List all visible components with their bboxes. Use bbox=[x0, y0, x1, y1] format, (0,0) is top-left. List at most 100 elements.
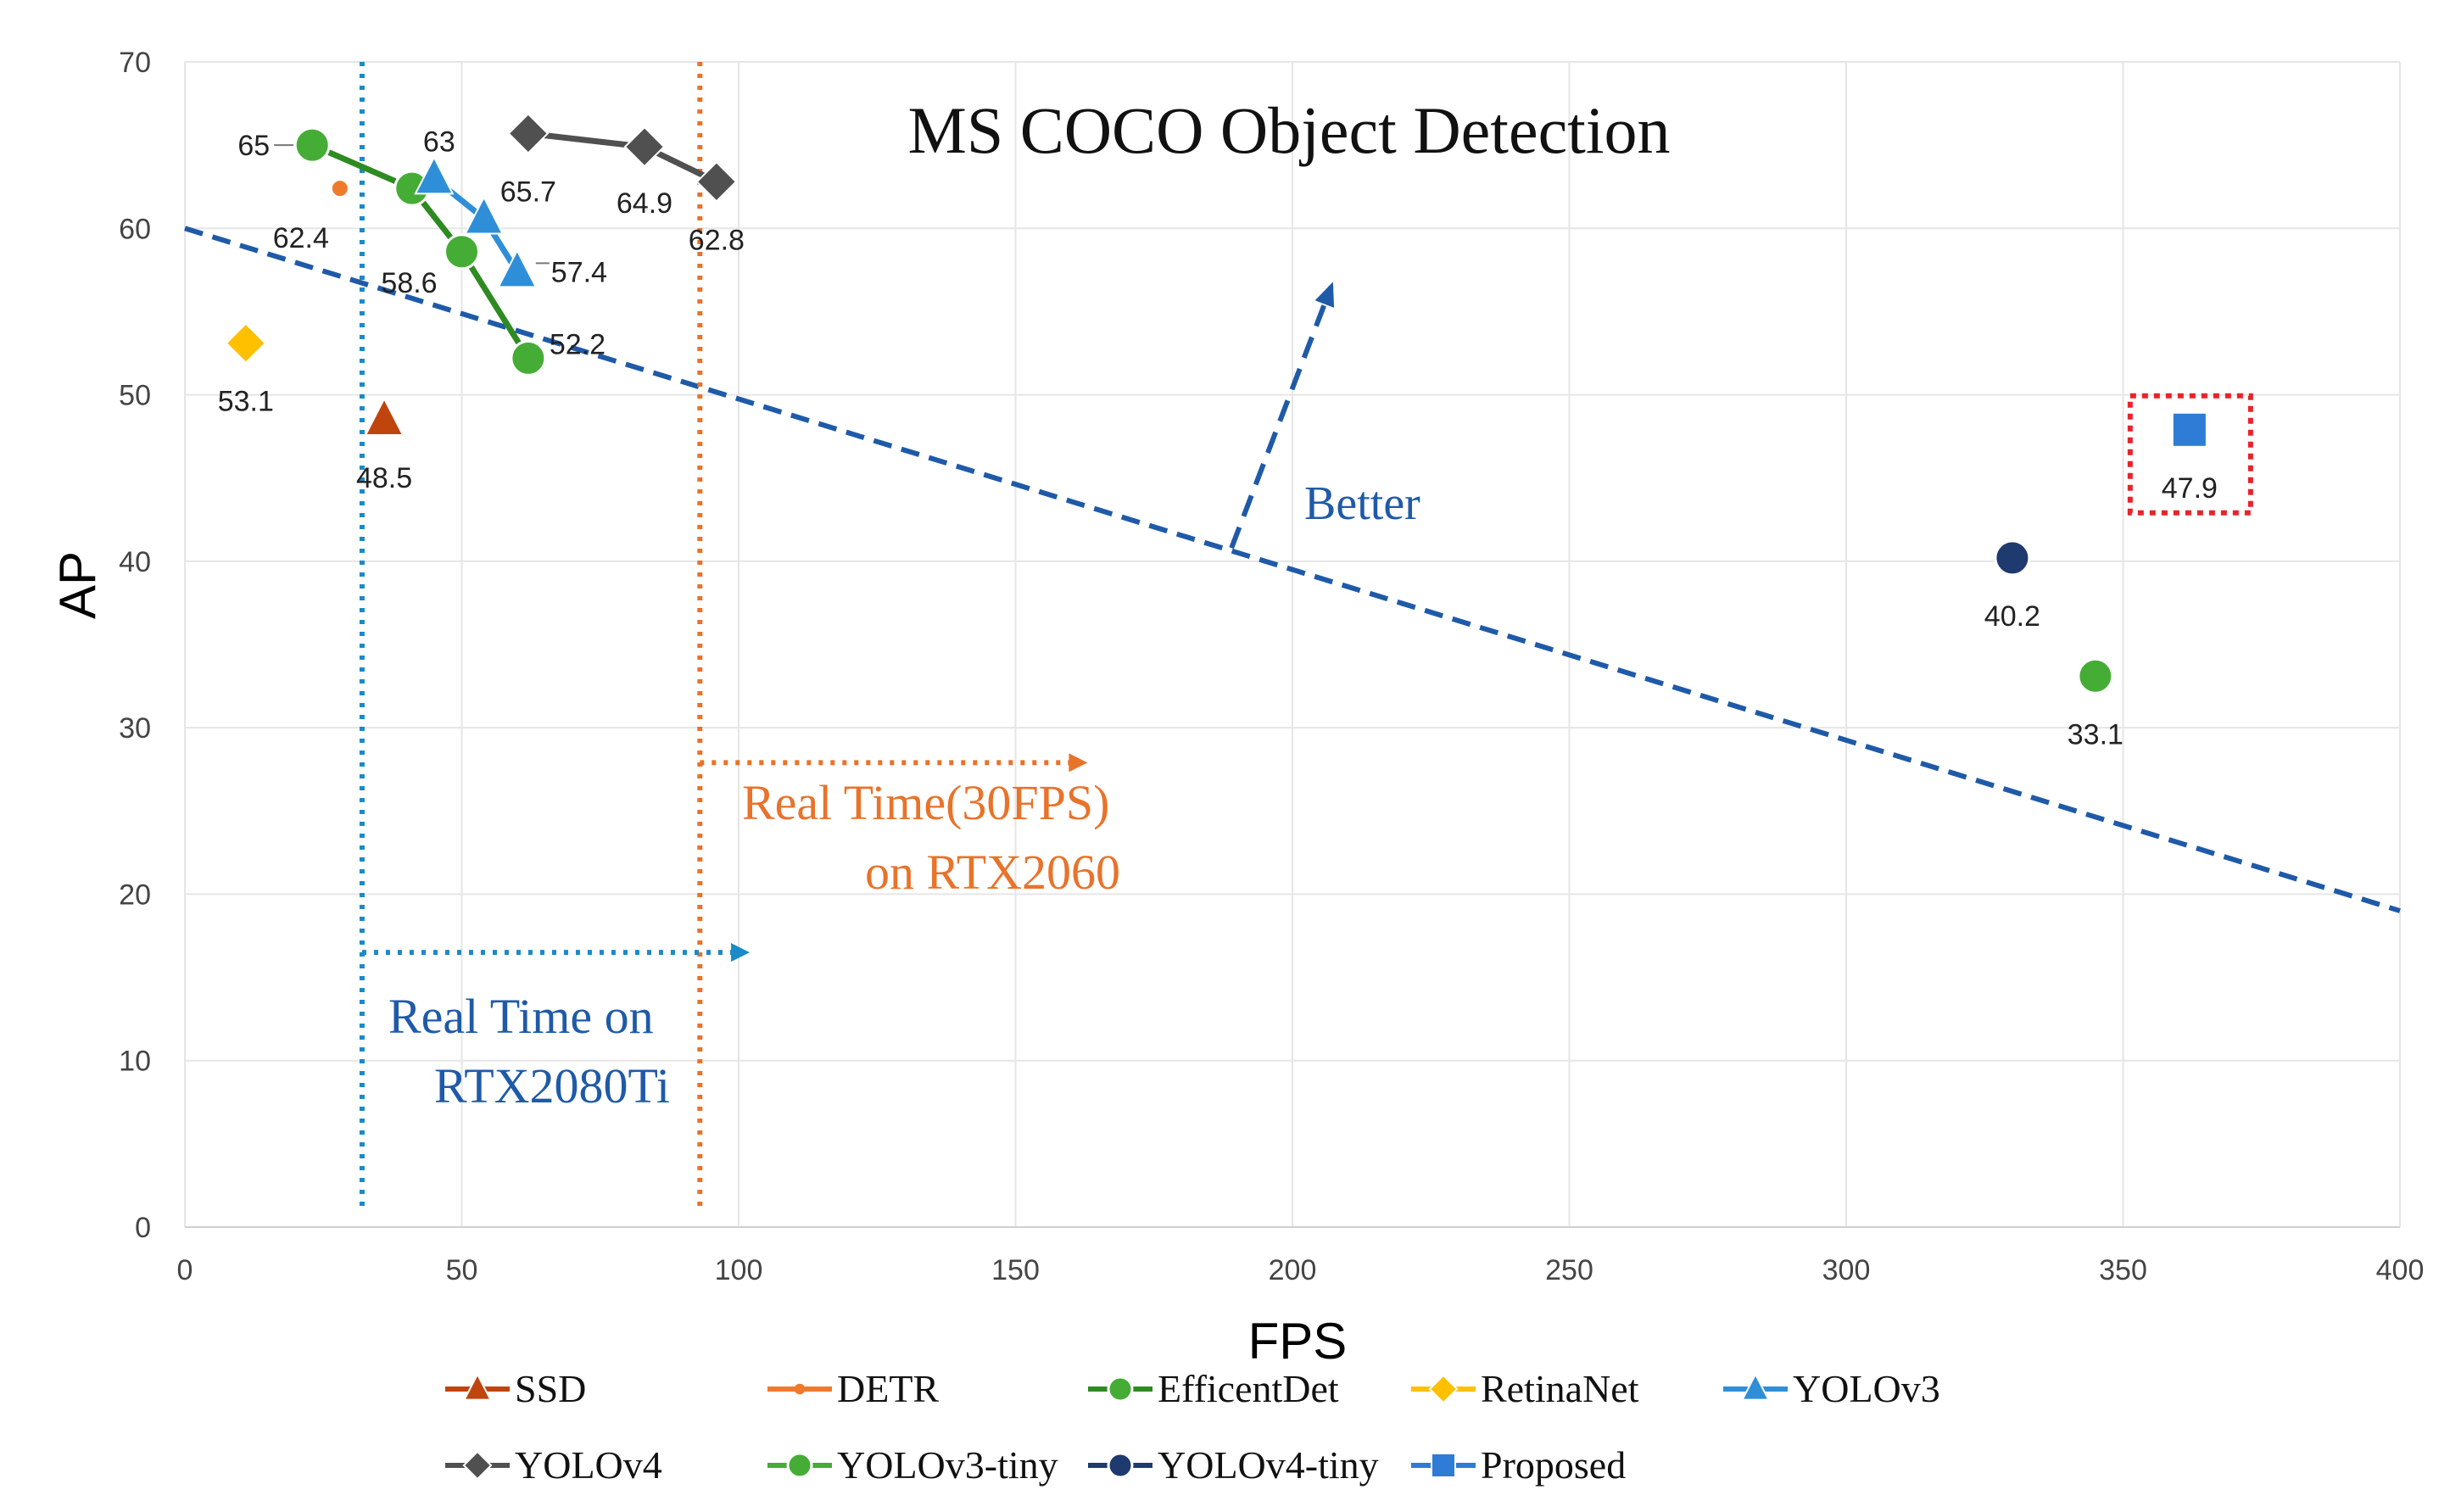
data-label: 57.4 bbox=[551, 256, 607, 288]
data-label: 47.9 bbox=[2162, 472, 2218, 505]
proposed-highlight-box bbox=[2127, 393, 2253, 516]
legend-marker bbox=[462, 1372, 493, 1401]
data-label: 62.4 bbox=[273, 222, 329, 254]
data-point bbox=[364, 397, 405, 437]
y-tick-label: 30 bbox=[119, 712, 151, 745]
x-axis-title: FPS bbox=[1248, 1313, 1348, 1370]
legend-label: YOLOv4-tiny bbox=[1158, 1443, 1379, 1487]
x-tick-label: 100 bbox=[715, 1254, 763, 1286]
series-layer bbox=[225, 112, 2207, 695]
series-yolov3 bbox=[414, 155, 538, 288]
y-tick-label: 60 bbox=[119, 213, 151, 245]
better-arrow-head bbox=[1314, 282, 1335, 308]
legend-label: DETR bbox=[837, 1367, 939, 1410]
series-yolov4-tiny bbox=[1994, 539, 2031, 577]
series-yolov3-tiny bbox=[2077, 657, 2114, 695]
legend-item-detr: DETR bbox=[767, 1367, 939, 1410]
series-retinanet bbox=[225, 322, 267, 365]
y-tick-label: 0 bbox=[135, 1212, 151, 1244]
annotation-rt2080-line2: RTX2080Ti bbox=[434, 1058, 670, 1113]
data-point bbox=[332, 181, 348, 197]
legend-label: RetinaNet bbox=[1481, 1367, 1639, 1410]
legend-item-yolov4: YOLOv4 bbox=[445, 1443, 662, 1487]
legend-label: YOLOv4 bbox=[515, 1443, 662, 1487]
series-efficentdet bbox=[293, 126, 547, 377]
data-point bbox=[497, 248, 538, 288]
data-point bbox=[414, 155, 455, 195]
data-label: 64.9 bbox=[617, 187, 672, 220]
annotation-rt2080-line1: Real Time on bbox=[388, 989, 654, 1044]
reference-lines bbox=[184, 62, 2401, 1210]
data-point bbox=[463, 195, 505, 235]
x-tick-label: 400 bbox=[2376, 1254, 2425, 1286]
data-label: 52.2 bbox=[550, 328, 606, 360]
data-point bbox=[1994, 539, 2031, 577]
x-tick-label: 150 bbox=[991, 1254, 1040, 1286]
series-ssd bbox=[364, 397, 405, 437]
annotation-rt2060-line1: Real Time(30FPS) bbox=[742, 775, 1110, 830]
legend-marker bbox=[1431, 1453, 1456, 1478]
legend-item-yolov4-tiny: YOLOv4-tiny bbox=[1088, 1443, 1379, 1487]
data-labels: 48.5 62.4 65 58.6 52.2 53.1 63 57.4 65.7 64.9 62.8… bbox=[218, 126, 2218, 750]
legend-label: EfficentDet bbox=[1158, 1367, 1339, 1410]
rt2060-arrow bbox=[700, 753, 1088, 773]
data-label: 63 bbox=[423, 126, 455, 158]
legend-marker bbox=[786, 1452, 813, 1479]
data-point bbox=[225, 322, 267, 365]
data-point bbox=[510, 339, 547, 377]
legend-label: YOLOv3 bbox=[1793, 1367, 1940, 1410]
data-point bbox=[695, 160, 738, 203]
series-line bbox=[527, 130, 718, 185]
data-label: 62.8 bbox=[689, 224, 745, 256]
x-tick-label: 300 bbox=[1822, 1254, 1871, 1286]
data-label: 33.1 bbox=[2068, 718, 2124, 750]
better-arrow-shaft bbox=[1229, 285, 1334, 550]
legend-item-yolov3-tiny: YOLOv3-tiny bbox=[767, 1443, 1058, 1487]
data-label: 58.6 bbox=[381, 267, 437, 299]
legend-item-ssd: SSD bbox=[445, 1367, 586, 1410]
y-tick-label: 40 bbox=[119, 546, 151, 578]
axes: 0 10 20 30 40 50 60 70 0 50 100 150 200 250 300 350 400 bbox=[119, 47, 2424, 1286]
legend-label: SSD bbox=[515, 1367, 586, 1410]
legend: SSD DETR EfficentDet RetinaNet YOLOv3 YOLOv4 Y… bbox=[445, 1367, 1940, 1487]
data-point bbox=[507, 112, 550, 154]
rt2080-arrow bbox=[361, 943, 751, 962]
y-tick-label: 10 bbox=[119, 1046, 151, 1078]
data-point bbox=[293, 126, 331, 164]
legend-label: YOLOv3-tiny bbox=[837, 1443, 1058, 1487]
chart-title: MS COCO Object Detection bbox=[907, 93, 1670, 167]
legend-marker bbox=[462, 1450, 493, 1481]
series-line bbox=[310, 142, 531, 360]
rt2060-arrow-head bbox=[1069, 753, 1088, 773]
data-label: 65.7 bbox=[500, 176, 556, 208]
legend-label: Proposed bbox=[1481, 1443, 1626, 1487]
series-detr bbox=[332, 181, 348, 197]
legend-marker bbox=[1107, 1375, 1134, 1403]
data-label: 40.2 bbox=[1984, 600, 2040, 633]
series-yolov4 bbox=[507, 112, 738, 203]
annotation-better: Better bbox=[1304, 477, 1420, 530]
x-tick-label: 0 bbox=[177, 1254, 193, 1286]
legend-marker bbox=[1740, 1372, 1771, 1401]
rt2080-arrow-head bbox=[731, 943, 751, 962]
trend-line bbox=[184, 226, 2401, 913]
grid bbox=[184, 61, 2401, 1228]
legend-item-proposed: Proposed bbox=[1411, 1443, 1626, 1487]
legend-item-efficentdet: EfficentDet bbox=[1088, 1367, 1339, 1410]
legend-marker bbox=[1428, 1374, 1459, 1404]
legend-marker bbox=[794, 1383, 806, 1395]
series-proposed bbox=[2171, 411, 2207, 448]
y-axis-title: AP bbox=[49, 551, 106, 619]
y-tick-label: 20 bbox=[119, 879, 151, 911]
legend-marker bbox=[1107, 1452, 1134, 1479]
data-label: 53.1 bbox=[218, 386, 274, 418]
data-point bbox=[2171, 411, 2207, 448]
y-tick-label: 70 bbox=[119, 47, 151, 79]
annotation-rt2060-line2: on RTX2060 bbox=[865, 845, 1120, 900]
legend-item-yolov3: YOLOv3 bbox=[1723, 1367, 1940, 1410]
x-tick-label: 350 bbox=[2099, 1254, 2147, 1286]
legend-item-retinanet: RetinaNet bbox=[1411, 1367, 1639, 1410]
data-label: 48.5 bbox=[356, 462, 412, 494]
data-point bbox=[444, 233, 480, 271]
